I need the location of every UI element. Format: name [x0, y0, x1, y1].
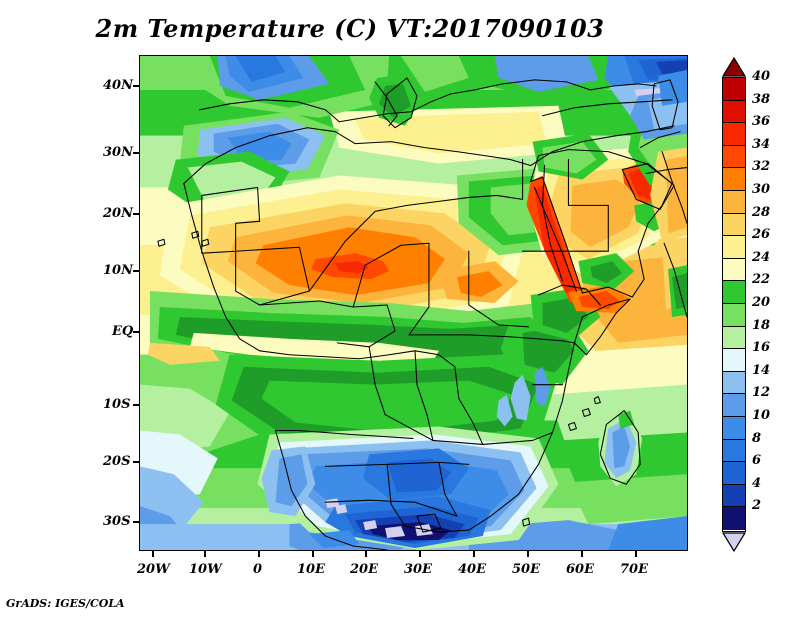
y-label-20s: 20S [103, 454, 130, 469]
x-tick-30e [419, 551, 421, 557]
colorbar-band-4-6 [723, 485, 745, 508]
y-tick-20s [133, 461, 139, 463]
colorbar-tick-26: 26 [752, 227, 770, 242]
chart-title: 2m Temperature (C) VT:2017090103 [0, 14, 700, 43]
colorbar-band-20-22 [723, 304, 745, 327]
colorbar-band-12-14 [723, 394, 745, 417]
x-label-30e: 30E [404, 562, 432, 577]
colorbar-band-16-18 [723, 349, 745, 372]
x-tick-0 [258, 551, 260, 557]
x-label-70e: 70E [620, 562, 648, 577]
y-tick-20n [133, 213, 139, 215]
x-label-60e: 60E [566, 562, 594, 577]
colorbar-tick-6: 6 [752, 453, 761, 468]
colorbar-band-24-26 [723, 259, 745, 282]
x-label-0: 0 [253, 562, 262, 577]
colorbar-band-26-28 [723, 236, 745, 259]
colorbar-tick-36: 36 [752, 114, 770, 129]
colorbar-band-10-12 [723, 417, 745, 440]
x-tick-40e [473, 551, 475, 557]
y-label-20n: 20N [103, 206, 133, 221]
colorbar-band-8-10 [723, 440, 745, 463]
y-tick-40n [133, 85, 139, 87]
y-tick-10s [133, 404, 139, 406]
colorbar-tick-18: 18 [752, 318, 770, 333]
colorbar-tick-10: 10 [752, 408, 770, 423]
colorbar-tick-34: 34 [752, 137, 770, 152]
colorbar-band-6-8 [723, 462, 745, 485]
colorbar-tick-24: 24 [752, 250, 770, 265]
x-tick-60e [581, 551, 583, 557]
colorbar-tick-8: 8 [752, 431, 761, 446]
colorbar-tick-4: 4 [752, 476, 761, 491]
colorbar-band-2-4 [723, 507, 745, 530]
x-label-20w: 20W [137, 562, 170, 577]
x-label-20e: 20E [350, 562, 378, 577]
colorbar-tick-22: 22 [752, 272, 770, 287]
colorbar-tick-32: 32 [752, 159, 770, 174]
colorbar [722, 77, 746, 532]
y-label-40n: 40N [103, 78, 133, 93]
temperature-field [140, 56, 687, 550]
x-tick-20e [365, 551, 367, 557]
y-label-30s: 30S [103, 514, 130, 529]
y-tick-eq [133, 331, 139, 333]
x-tick-20w [152, 551, 154, 557]
y-label-eq: EQ [112, 324, 133, 339]
x-label-10e: 10E [297, 562, 325, 577]
grads-attribution: GrADS: IGES/COLA [6, 597, 125, 610]
colorbar-tick-38: 38 [752, 92, 770, 107]
colorbar-tick-20: 20 [752, 295, 770, 310]
colorbar-tick-40: 40 [752, 69, 770, 84]
x-tick-10w [204, 551, 206, 557]
colorbar-tick-16: 16 [752, 340, 770, 355]
y-label-30n: 30N [103, 145, 133, 160]
colorbar-tick-14: 14 [752, 363, 770, 378]
colorbar-band-32-34 [723, 168, 745, 191]
x-tick-10e [312, 551, 314, 557]
x-tick-50e [527, 551, 529, 557]
y-tick-30s [133, 521, 139, 523]
colorbar-band-36-38 [723, 123, 745, 146]
colorbar-band-22-24 [723, 281, 745, 304]
colorbar-band-14-16 [723, 372, 745, 395]
x-label-10w: 10W [189, 562, 222, 577]
y-label-10s: 10S [103, 397, 130, 412]
y-tick-30n [133, 152, 139, 154]
x-tick-70e [635, 551, 637, 557]
colorbar-band-18-20 [723, 327, 745, 350]
colorbar-tick-2: 2 [752, 498, 761, 513]
colorbar-band-38-40 [723, 101, 745, 124]
x-label-50e: 50E [512, 562, 540, 577]
colorbar-tick-30: 30 [752, 182, 770, 197]
colorbar-band->40 [723, 78, 745, 101]
y-tick-10n [133, 270, 139, 272]
colorbar-tick-12: 12 [752, 385, 770, 400]
map-plot-area [139, 55, 688, 551]
colorbar-max-arrow [722, 57, 746, 77]
colorbar-band-30-32 [723, 191, 745, 214]
colorbar-tick-28: 28 [752, 205, 770, 220]
y-label-10n: 10N [103, 263, 133, 278]
colorbar-min-arrow [722, 532, 746, 552]
colorbar-band-28-30 [723, 214, 745, 237]
x-label-40e: 40E [458, 562, 486, 577]
colorbar-band-34-36 [723, 146, 745, 169]
